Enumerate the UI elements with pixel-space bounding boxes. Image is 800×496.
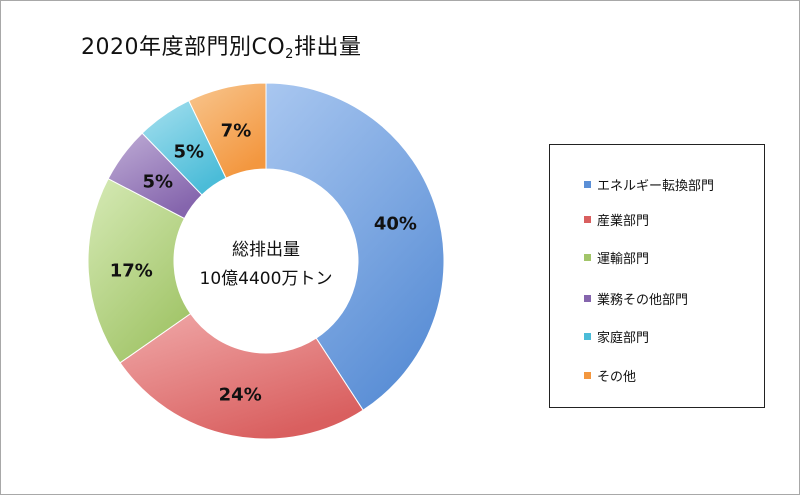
legend-item-household: 家庭部門 (584, 327, 650, 346)
legend-label: 運輸部門 (597, 251, 650, 267)
legend: エネルギー転換部門 産業部門 運輸部門 業務その他部門 家庭部門 その他 (549, 144, 765, 408)
legend-item-other: その他 (584, 366, 637, 385)
legend-swatch (584, 371, 591, 379)
legend-item-transport: 運輸部門 (584, 248, 650, 267)
legend-label: 産業部門 (597, 213, 650, 229)
slice-label-energy: 40% (374, 214, 417, 235)
slice-label-household: 5% (173, 141, 204, 162)
legend-swatch (584, 294, 591, 302)
donut-hole (174, 169, 358, 353)
center-label-line1: 総排出量 (232, 240, 300, 260)
slice-label-transport: 17% (110, 261, 153, 282)
legend-label: 家庭部門 (597, 330, 650, 346)
legend-swatch (584, 180, 591, 188)
legend-item-energy: エネルギー転換部門 (584, 175, 715, 194)
slice-label-other: 7% (221, 120, 252, 141)
slice-label-industry: 24% (219, 385, 262, 406)
legend-item-industry: 産業部門 (584, 210, 650, 229)
legend-swatch (584, 332, 591, 340)
legend-swatch (584, 215, 591, 223)
legend-label: エネルギー転換部門 (597, 178, 715, 194)
chart-title: 2020年度部門別CO2排出量 (81, 35, 362, 62)
legend-swatch (584, 253, 591, 261)
legend-item-commercial: 業務その他部門 (584, 289, 689, 308)
center-label-line2: 10億4400万トン (200, 269, 333, 289)
slice-label-commercial: 5% (143, 171, 174, 192)
legend-label: 業務その他部門 (597, 292, 689, 308)
legend-label: その他 (597, 369, 637, 385)
